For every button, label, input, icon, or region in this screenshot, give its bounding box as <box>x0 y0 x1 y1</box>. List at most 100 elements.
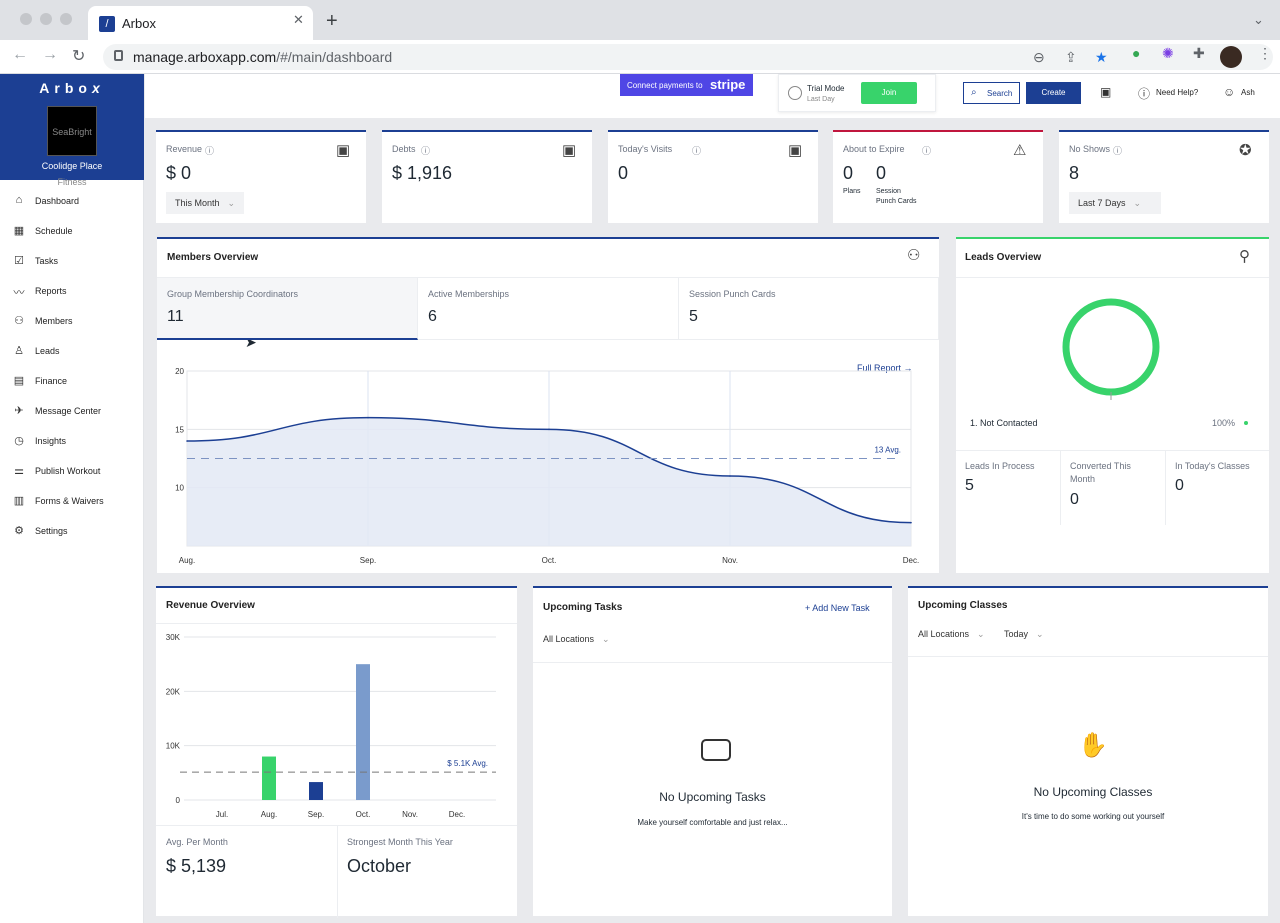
divider <box>956 277 1269 278</box>
user-name[interactable]: Ash <box>1241 88 1255 97</box>
stat-value: 8 <box>1069 163 1080 183</box>
sidebar-item-members[interactable]: ⚇ Members <box>0 306 144 336</box>
classes-day-filter[interactable]: Today ⌄ <box>1004 629 1044 639</box>
stretching-figure-icon: ✋ <box>1078 732 1108 759</box>
connect-stripe-button[interactable]: Connect payments to stripe <box>620 74 753 96</box>
stat-card-today-s-visits: Today's Visits ⓘ ▣ 0 <box>608 130 818 223</box>
period-dropdown[interactable]: This Month ⌄ <box>166 192 244 214</box>
members-overview-title: Members Overview <box>167 252 259 263</box>
revenue-bar-chart: 0 10K 20K 30K Jul. Aug. Sep. Oct. Nov. Dec. $ 5.1K… <box>166 633 496 819</box>
forward-icon[interactable]: → <box>42 46 58 63</box>
sidebar-item-message-center[interactable]: ✈ Message Center <box>0 396 144 426</box>
extensions-puzzle-icon[interactable]: ✚ <box>1193 45 1205 61</box>
sidebar-item-finance[interactable]: ▤ Finance <box>0 366 144 396</box>
members-tab-label: Session Punch Cards <box>689 289 776 299</box>
create-button[interactable]: Create <box>1026 82 1081 104</box>
sidebar-item-leads[interactable]: ♙ Leads <box>0 336 144 366</box>
sidebar-item-label: Publish Workout <box>35 466 101 476</box>
members-tab-value: 6 <box>428 308 437 325</box>
lead-stat-value: 5 <box>965 477 974 494</box>
search-button[interactable]: ⌕ Search <box>963 82 1020 104</box>
user-icon[interactable]: ☺ <box>1223 85 1236 99</box>
x-tick-label: Aug. <box>261 810 277 819</box>
sidebar-item-forms-waivers[interactable]: ▥ Forms & Waivers <box>0 486 144 516</box>
chevron-down-icon: ⌄ <box>227 198 236 208</box>
upcoming-classes-card: Upcoming Classes All Locations ⌄ Today ⌄ ✋… <box>908 586 1268 916</box>
members-tab-label: Group Membership Coordinators <box>167 289 299 299</box>
info-icon: ⓘ <box>205 146 215 156</box>
join-button[interactable]: Join <box>861 82 917 104</box>
y-tick-label: 20 <box>175 367 184 376</box>
sidebar-item-label: Schedule <box>35 226 73 236</box>
sidebar-item-label: Forms & Waivers <box>35 496 104 506</box>
sidebar-item-schedule[interactable]: ▦ Schedule <box>0 216 144 246</box>
profile-avatar[interactable] <box>1220 46 1242 68</box>
browser-tab[interactable]: / Arbox ✕ <box>88 6 313 40</box>
gear-icon: ⚙ <box>14 525 24 537</box>
lead-user-icon: ♙ <box>14 345 24 357</box>
x-tick-label: Sep. <box>360 556 376 565</box>
classes-location-filter[interactable]: All Locations ⌄ <box>918 629 985 639</box>
location-name[interactable]: Coolidge Place <box>41 161 103 171</box>
sidebar-item-dashboard[interactable]: ⌂ Dashboard <box>0 186 144 216</box>
stat-value: $ 0 <box>166 163 192 183</box>
tab-title: Arbox <box>122 16 156 31</box>
members-tab-group-membership-coordinators[interactable]: Group Membership Coordinators 11 <box>157 278 418 340</box>
help-icon[interactable]: ⓘ <box>1138 87 1151 101</box>
x-tick-label: Aug. <box>179 556 195 565</box>
members-overview-card: Members Overview ⚇ Full Report → 10 15 20 A… <box>157 237 939 573</box>
period-dropdown[interactable]: Last 7 Days ⌄ <box>1069 192 1161 214</box>
members-tab-session-punch-cards[interactable]: Session Punch Cards 5 <box>679 278 939 340</box>
sidebar-item-label: Tasks <box>35 256 59 266</box>
clock-icon <box>788 86 802 100</box>
sidebar-item-insights[interactable]: ◷ Insights <box>0 426 144 456</box>
sidebar-item-settings[interactable]: ⚙ Settings <box>0 516 144 546</box>
no-show-icon: ✪ <box>1239 142 1252 159</box>
address-bar[interactable]: manage.arboxapp.com/#/main/dashboard ⊖ ⇪… <box>103 44 1273 70</box>
share-icon[interactable]: ⇪ <box>1065 49 1077 65</box>
pie-slice-not-contacted <box>1062 298 1160 396</box>
members-tab-active-memberships[interactable]: Active Memberships 6 <box>418 278 679 340</box>
zoom-icon[interactable]: ⊖ <box>1033 49 1045 65</box>
bookmark-star-icon[interactable]: ★ <box>1095 49 1108 65</box>
chevron-down-icon: ⌄ <box>1133 198 1142 208</box>
sidebar-item-reports[interactable]: 〰 Reports <box>0 276 144 306</box>
no-tasks-subtitle: Make yourself comfortable and just relax… <box>637 818 788 827</box>
upcoming-tasks-title: Upcoming Tasks <box>543 602 623 613</box>
back-icon[interactable]: ← <box>12 46 28 63</box>
members-data-point <box>367 416 369 419</box>
divider <box>156 623 517 624</box>
tasks-location-filter[interactable]: All Locations ⌄ <box>543 634 610 644</box>
members-data-point <box>729 475 731 477</box>
members-tab-label: Active Memberships <box>428 289 510 299</box>
new-tab-icon[interactable]: + <box>326 10 338 32</box>
arbox-favicon-icon: / <box>99 16 115 32</box>
window-zoom-dot[interactable] <box>60 13 72 25</box>
calendar-check-icon[interactable]: ▣ <box>1100 85 1112 99</box>
add-new-task-button[interactable]: + Add New Task <box>805 603 870 613</box>
tab-search-chevron-icon[interactable]: ⌄ <box>1253 12 1264 27</box>
full-report-link[interactable]: Full Report → <box>857 363 913 373</box>
tab-close-icon[interactable]: ✕ <box>293 12 304 27</box>
no-classes-subtitle: It's time to do some working out yoursel… <box>1021 812 1165 821</box>
divider <box>156 825 517 826</box>
chevron-down-icon: ⌄ <box>977 629 985 639</box>
window-minimize-dot[interactable] <box>40 13 52 25</box>
search-label: Search <box>987 89 1013 98</box>
window-close-dot[interactable] <box>20 13 32 25</box>
stat-card-revenue: Revenue ⓘ ▣ $ 0 This Month ⌄ <box>156 130 366 223</box>
extension-purple-icon[interactable]: ✺ <box>1162 45 1174 61</box>
extension-green-icon[interactable]: ● <box>1132 45 1141 61</box>
browser-menu-icon[interactable]: ⋮ <box>1258 45 1272 61</box>
armchair-icon <box>701 739 731 761</box>
sidebar-item-publish-workout[interactable]: ⚌ Publish Workout <box>0 456 144 486</box>
stat-value: 0 <box>618 163 629 183</box>
trial-last-day: Last Day <box>807 96 835 103</box>
need-help-link[interactable]: Need Help? <box>1156 88 1199 97</box>
stat-label: About to Expire <box>843 144 905 154</box>
members-tab-value: 11 <box>167 308 184 325</box>
reload-icon[interactable]: ↻ <box>72 48 86 65</box>
sidebar-item-tasks[interactable]: ☑ Tasks <box>0 246 144 276</box>
lead-stat-label: Converted This Month <box>1070 461 1131 484</box>
leads-legend-label: 1. Not Contacted <box>970 418 1038 428</box>
